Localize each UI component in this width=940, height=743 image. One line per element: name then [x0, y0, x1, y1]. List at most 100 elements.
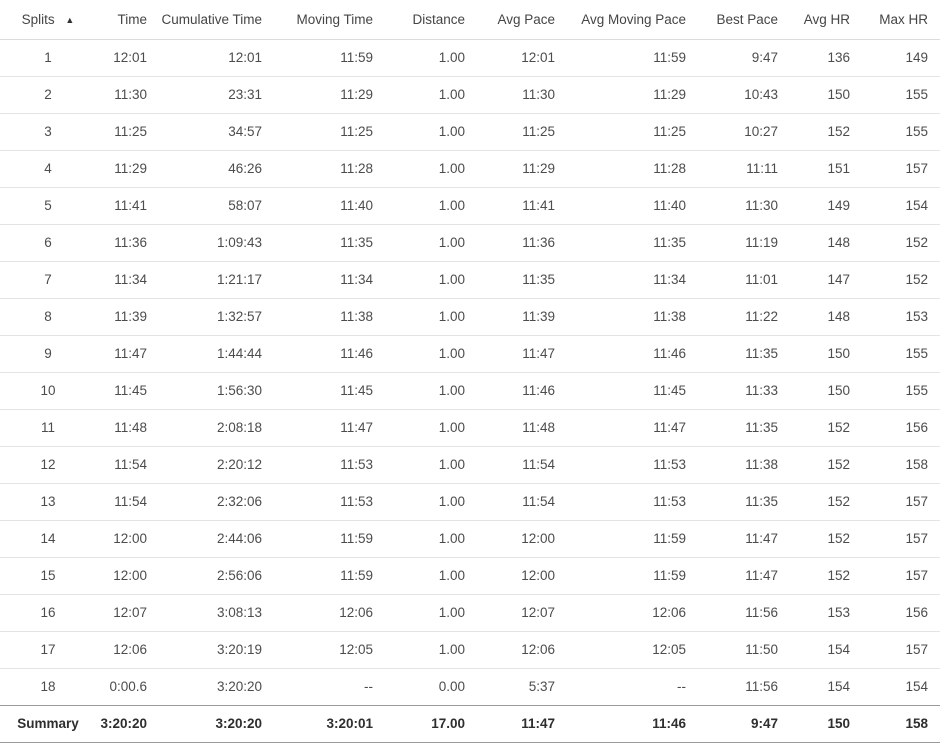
column-header-max-hr[interactable]: Max HR — [862, 0, 940, 40]
value-cell: 155 — [862, 335, 940, 373]
column-header-avg-moving-pace[interactable]: Avg Moving Pace — [567, 0, 698, 40]
table-row: 10 11:45 1:56:30 11:45 1.00 11:46 11:45 11:33 15… — [0, 372, 940, 410]
value-cell: 152 — [862, 224, 940, 262]
value-cell: 1.00 — [385, 261, 477, 299]
value-cell: 11:38 — [274, 298, 385, 336]
table-row: 14 12:00 2:44:06 11:59 1.00 12:00 11:59 11:47 15… — [0, 520, 940, 558]
split-number-cell: 10 — [0, 372, 96, 410]
value-cell: 11:01 — [698, 261, 790, 299]
value-cell: 156 — [862, 594, 940, 632]
split-number-cell: 9 — [0, 335, 96, 373]
table-row: 4 11:29 46:26 11:28 1.00 11:29 11:28 11:11 151 15… — [0, 150, 940, 188]
value-cell: 11:28 — [274, 150, 385, 188]
value-cell: 11:19 — [698, 224, 790, 262]
value-cell: 11:36 — [477, 224, 567, 262]
split-number-cell: 17 — [0, 631, 96, 669]
value-cell: 1.00 — [385, 409, 477, 447]
value-cell: 11:30 — [96, 76, 159, 114]
value-cell: 12:00 — [96, 557, 159, 595]
value-cell: 11:30 — [698, 187, 790, 225]
value-cell: 156 — [862, 409, 940, 447]
split-number-cell: 16 — [0, 594, 96, 632]
value-cell: 11:59 — [274, 520, 385, 558]
table-row: 2 11:30 23:31 11:29 1.00 11:30 11:29 10:43 150 15… — [0, 76, 940, 114]
table-row: 3 11:25 34:57 11:25 1.00 11:25 11:25 10:27 152 15… — [0, 113, 940, 151]
value-cell: 11:25 — [274, 113, 385, 151]
value-cell: 11:46 — [477, 372, 567, 410]
table-row: 7 11:34 1:21:17 11:34 1.00 11:35 11:34 11:01 147… — [0, 261, 940, 299]
value-cell: 11:54 — [477, 483, 567, 521]
value-cell: 152 — [790, 409, 862, 447]
value-cell: 1.00 — [385, 113, 477, 151]
column-header-time[interactable]: Time — [96, 0, 159, 40]
value-cell: 2:44:06 — [159, 520, 274, 558]
value-cell: 11:35 — [274, 224, 385, 262]
table-row: 12 11:54 2:20:12 11:53 1.00 11:54 11:53 11:38 15… — [0, 446, 940, 484]
value-cell: 11:46 — [567, 705, 698, 743]
value-cell: 153 — [862, 298, 940, 336]
value-cell: 11:59 — [274, 557, 385, 595]
column-header-distance[interactable]: Distance — [385, 0, 477, 40]
value-cell: 11:41 — [477, 187, 567, 225]
value-cell: 148 — [790, 298, 862, 336]
value-cell: 11:53 — [274, 483, 385, 521]
value-cell: 157 — [862, 631, 940, 669]
value-cell: 155 — [862, 76, 940, 114]
column-header-cumulative-time[interactable]: Cumulative Time — [159, 0, 274, 40]
column-header-splits[interactable]: Splits ▲ — [0, 0, 96, 40]
splits-table-body: 1 12:01 12:01 11:59 1.00 12:01 11:59 9:47 136 149… — [0, 39, 940, 706]
column-header-moving-time[interactable]: Moving Time — [274, 0, 385, 40]
value-cell: 152 — [862, 261, 940, 299]
value-cell: 12:05 — [567, 631, 698, 669]
value-cell: 2:32:06 — [159, 483, 274, 521]
table-row: 1 12:01 12:01 11:59 1.00 12:01 11:59 9:47 136 149 — [0, 39, 940, 77]
value-cell: 11:41 — [96, 187, 159, 225]
value-cell: 150 — [790, 335, 862, 373]
column-header-avg-hr[interactable]: Avg HR — [790, 0, 862, 40]
value-cell: 11:46 — [567, 335, 698, 373]
value-cell: 11:59 — [567, 557, 698, 595]
value-cell: 34:57 — [159, 113, 274, 151]
value-cell: 12:07 — [96, 594, 159, 632]
value-cell: 2:20:12 — [159, 446, 274, 484]
table-row: 5 11:41 58:07 11:40 1.00 11:41 11:40 11:30 149 15… — [0, 187, 940, 225]
value-cell: 3:20:01 — [274, 705, 385, 743]
value-cell: 11:47 — [96, 335, 159, 373]
value-cell: 12:00 — [477, 520, 567, 558]
value-cell: 11:53 — [567, 483, 698, 521]
value-cell: 150 — [790, 76, 862, 114]
table-row: 15 12:00 2:56:06 11:59 1.00 12:00 11:59 11:47 15… — [0, 557, 940, 595]
value-cell: 3:20:20 — [159, 705, 274, 743]
value-cell: 11:34 — [274, 261, 385, 299]
value-cell: 149 — [790, 187, 862, 225]
column-header-best-pace[interactable]: Best Pace — [698, 0, 790, 40]
value-cell: 11:45 — [567, 372, 698, 410]
value-cell: 1.00 — [385, 446, 477, 484]
split-number-cell: 6 — [0, 224, 96, 262]
table-row: 17 12:06 3:20:19 12:05 1.00 12:06 12:05 11:50 15… — [0, 631, 940, 669]
value-cell: 11:35 — [567, 224, 698, 262]
value-cell: 12:06 — [274, 594, 385, 632]
split-number-cell: 13 — [0, 483, 96, 521]
value-cell: 152 — [790, 520, 862, 558]
value-cell: 11:25 — [477, 113, 567, 151]
value-cell: 11:47 — [698, 557, 790, 595]
value-cell: 11:54 — [477, 446, 567, 484]
value-cell: 11:25 — [96, 113, 159, 151]
column-header-avg-pace[interactable]: Avg Pace — [477, 0, 567, 40]
value-cell: 1.00 — [385, 76, 477, 114]
value-cell: 3:20:19 — [159, 631, 274, 669]
value-cell: 11:22 — [698, 298, 790, 336]
value-cell: 11:54 — [96, 483, 159, 521]
table-row: 18 0:00.6 3:20:20 -- 0.00 5:37 -- 11:56 154 154 — [0, 668, 940, 706]
split-number-cell: 15 — [0, 557, 96, 595]
value-cell: 11:45 — [274, 372, 385, 410]
value-cell: 153 — [790, 594, 862, 632]
value-cell: 136 — [790, 39, 862, 77]
value-cell: 157 — [862, 150, 940, 188]
value-cell: 11:39 — [477, 298, 567, 336]
table-row: 11 11:48 2:08:18 11:47 1.00 11:48 11:47 11:35 15… — [0, 409, 940, 447]
value-cell: 152 — [790, 483, 862, 521]
value-cell: 11:25 — [567, 113, 698, 151]
